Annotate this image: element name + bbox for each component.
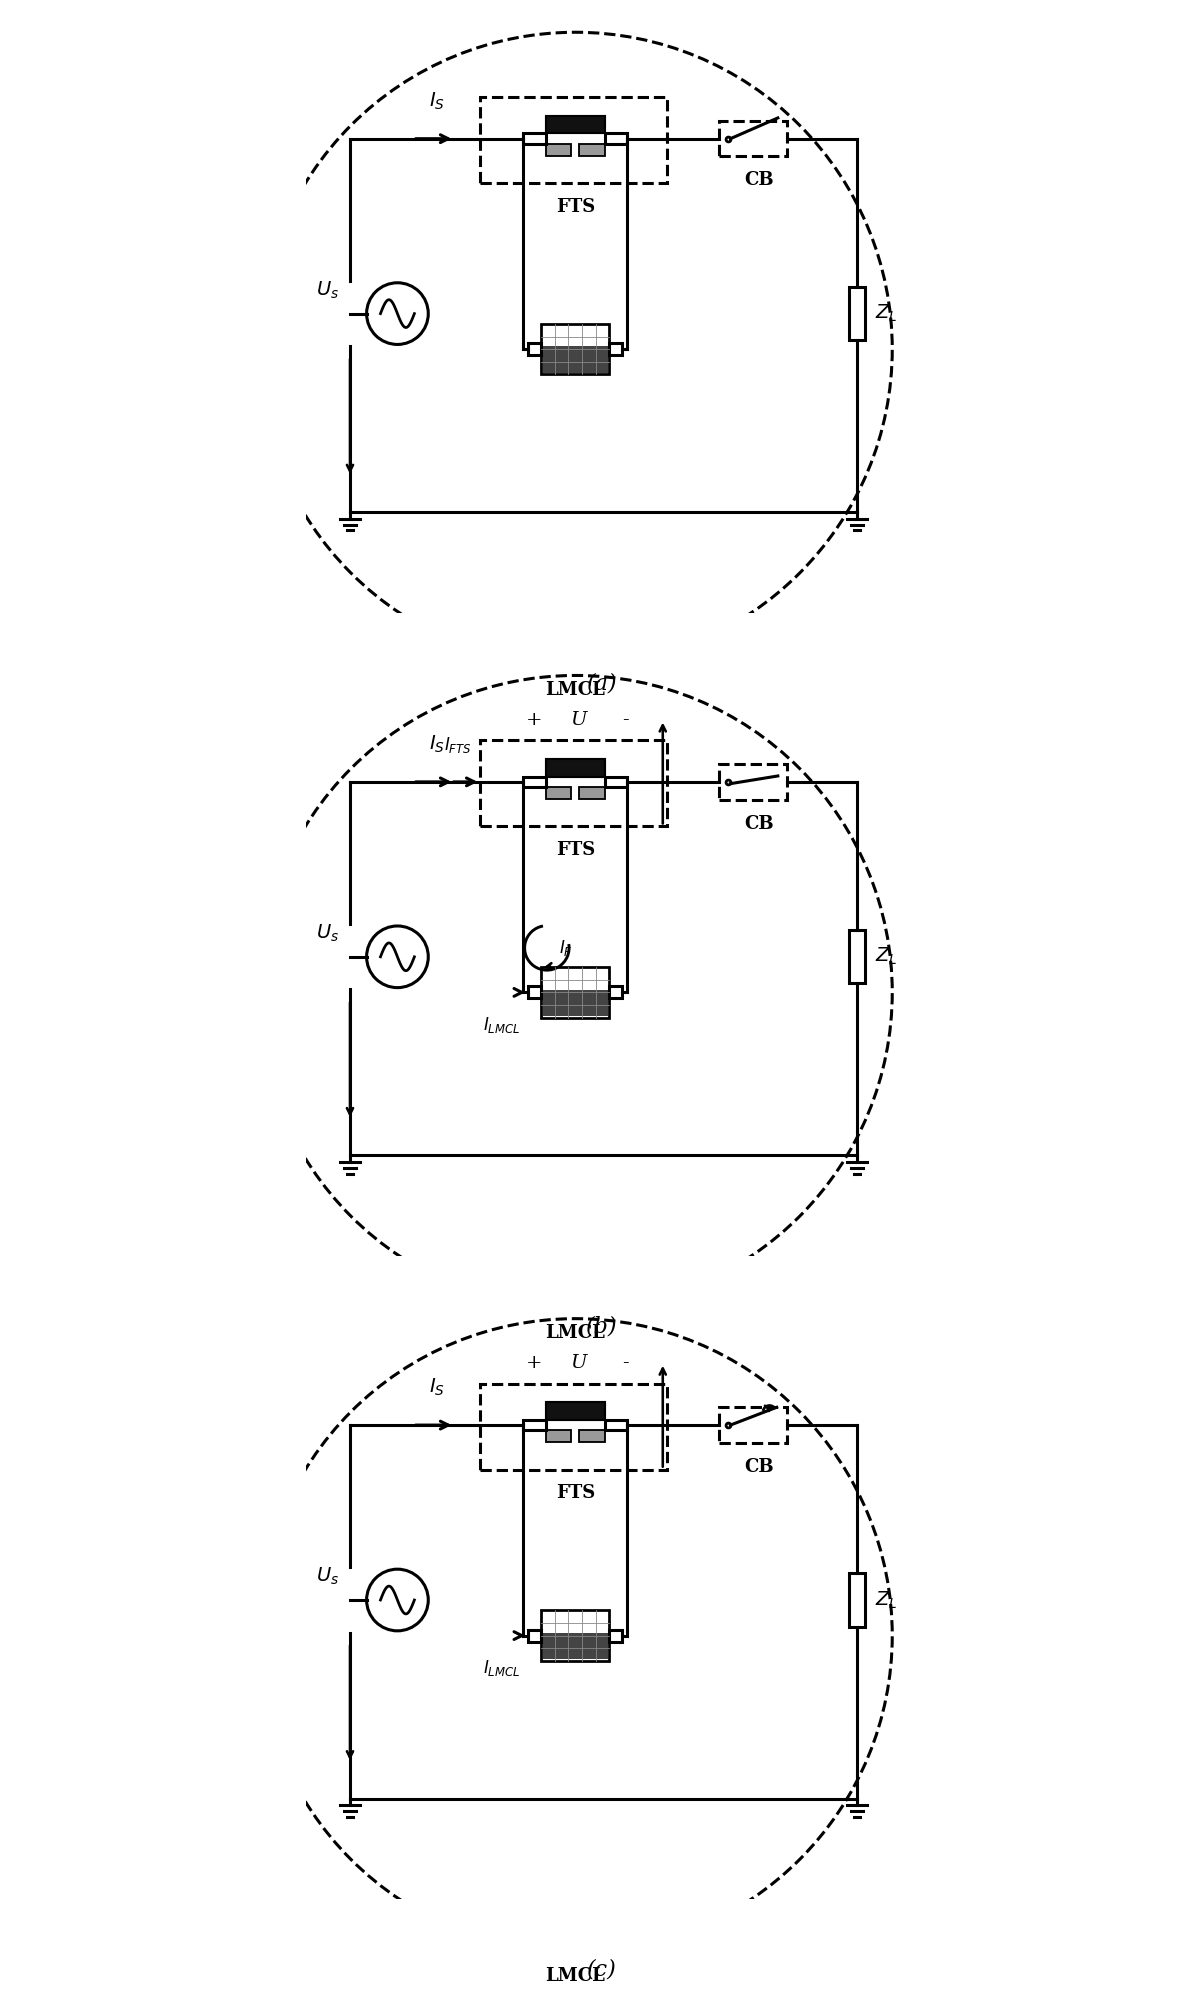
Text: U: U <box>571 712 586 730</box>
Text: FTS: FTS <box>556 197 595 215</box>
Bar <box>545 788 571 800</box>
Text: -: - <box>622 712 628 730</box>
Text: -: - <box>622 1355 628 1373</box>
Bar <box>849 931 864 983</box>
Bar <box>545 115 604 133</box>
Text: $I_S$: $I_S$ <box>429 734 444 756</box>
Text: $U_s$: $U_s$ <box>317 923 340 945</box>
Text: $Z_L$: $Z_L$ <box>875 947 897 967</box>
Bar <box>719 121 787 157</box>
Bar <box>543 989 608 1015</box>
Text: $I_{LMCL}$: $I_{LMCL}$ <box>483 1658 520 1678</box>
Bar <box>849 287 864 340</box>
Text: $U_s$: $U_s$ <box>317 279 340 302</box>
Text: $I_{LMCL}$: $I_{LMCL}$ <box>483 1015 520 1035</box>
Bar <box>545 758 604 776</box>
Bar <box>480 740 667 826</box>
Bar <box>523 776 545 788</box>
Bar <box>579 788 604 800</box>
Bar <box>480 1383 667 1469</box>
Bar <box>609 987 622 999</box>
Bar <box>579 145 604 157</box>
Text: FTS: FTS <box>556 1483 595 1501</box>
Text: $Z_L$: $Z_L$ <box>875 1590 897 1610</box>
Text: (b): (b) <box>586 1315 618 1337</box>
Text: CB: CB <box>744 171 774 189</box>
Text: FTS: FTS <box>556 840 595 858</box>
Text: $I_S$: $I_S$ <box>429 90 444 113</box>
Text: U: U <box>571 1355 586 1373</box>
Bar <box>542 324 609 374</box>
Bar <box>604 133 627 145</box>
Bar <box>542 967 609 1017</box>
Bar <box>609 1630 622 1642</box>
Bar <box>523 1419 545 1431</box>
Text: (a): (a) <box>586 671 618 693</box>
Text: +: + <box>526 712 542 730</box>
Bar <box>543 346 608 372</box>
Bar <box>604 776 627 788</box>
Bar <box>545 1401 604 1419</box>
Bar <box>849 1574 864 1626</box>
Text: (c): (c) <box>588 1958 616 1980</box>
Bar <box>579 1431 604 1443</box>
Text: LMCL: LMCL <box>545 1325 606 1343</box>
Text: $I_{FTS}$: $I_{FTS}$ <box>444 736 472 756</box>
Text: LMCL: LMCL <box>545 1968 606 1986</box>
Bar <box>719 1407 787 1443</box>
Text: $I_S$: $I_S$ <box>429 1377 444 1399</box>
Bar <box>609 344 622 356</box>
Bar <box>604 1419 627 1431</box>
Bar <box>529 1630 542 1642</box>
Bar <box>480 96 667 183</box>
Text: +: + <box>526 1355 542 1373</box>
Text: LMCL: LMCL <box>545 681 606 699</box>
Bar <box>545 145 571 157</box>
Text: $I_F$: $I_F$ <box>559 939 572 959</box>
Text: CB: CB <box>744 814 774 832</box>
Bar <box>523 133 545 145</box>
Bar <box>529 344 542 356</box>
Text: $Z_L$: $Z_L$ <box>875 304 897 324</box>
Bar <box>545 1431 571 1443</box>
Text: CB: CB <box>744 1457 774 1475</box>
Bar <box>719 764 787 800</box>
Bar <box>543 1632 608 1658</box>
Bar <box>529 987 542 999</box>
Text: $U_s$: $U_s$ <box>317 1566 340 1588</box>
Bar <box>542 1610 609 1660</box>
